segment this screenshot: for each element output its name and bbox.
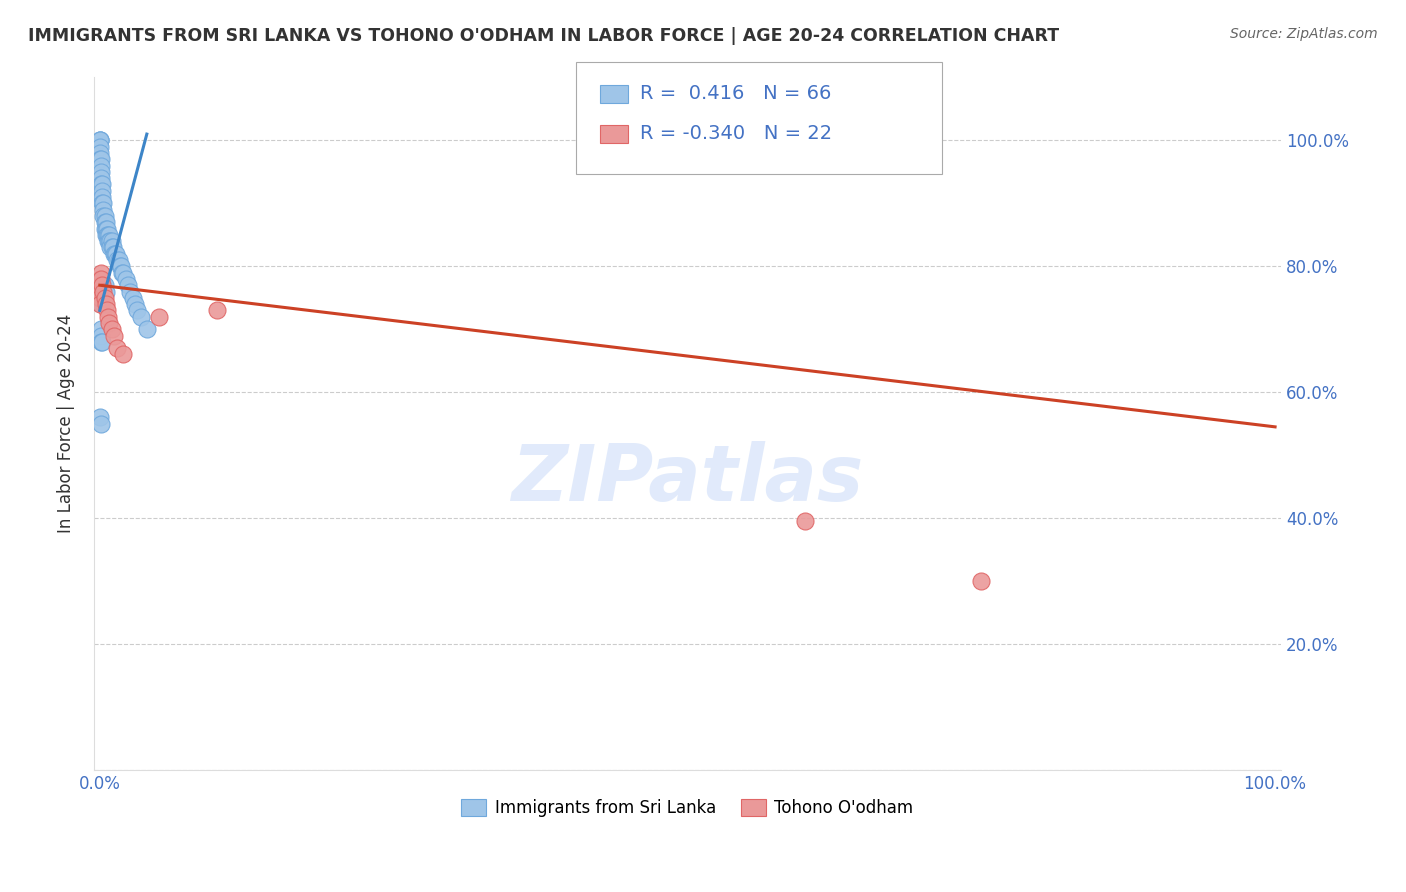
Text: IMMIGRANTS FROM SRI LANKA VS TOHONO O'ODHAM IN LABOR FORCE | AGE 20-24 CORRELATI: IMMIGRANTS FROM SRI LANKA VS TOHONO O'OD… bbox=[28, 27, 1059, 45]
Point bbox=[89, 410, 111, 425]
Point bbox=[90, 272, 112, 286]
Point bbox=[91, 278, 114, 293]
Point bbox=[91, 196, 114, 211]
Point bbox=[96, 227, 118, 242]
Point bbox=[97, 310, 120, 324]
Point bbox=[90, 266, 112, 280]
Point bbox=[135, 322, 157, 336]
Point bbox=[89, 153, 111, 167]
Point bbox=[114, 272, 136, 286]
Point bbox=[100, 240, 122, 254]
Point bbox=[91, 209, 114, 223]
Point bbox=[94, 221, 117, 235]
Point bbox=[970, 574, 993, 588]
Point bbox=[127, 303, 149, 318]
Point bbox=[93, 221, 115, 235]
Point bbox=[91, 278, 114, 293]
Text: R = -0.340   N = 22: R = -0.340 N = 22 bbox=[640, 124, 832, 144]
Point bbox=[90, 334, 112, 349]
Point bbox=[90, 322, 112, 336]
Text: Source: ZipAtlas.com: Source: ZipAtlas.com bbox=[1230, 27, 1378, 41]
Point bbox=[96, 303, 118, 318]
Point bbox=[100, 240, 122, 254]
Point bbox=[90, 291, 112, 305]
Point bbox=[89, 133, 111, 147]
Point bbox=[89, 291, 111, 305]
Point bbox=[101, 240, 124, 254]
Point bbox=[90, 297, 112, 311]
Point bbox=[94, 285, 117, 299]
Point bbox=[93, 209, 115, 223]
Point bbox=[90, 171, 112, 186]
Point bbox=[207, 303, 229, 318]
Point bbox=[105, 246, 128, 260]
Point bbox=[89, 291, 111, 305]
Point bbox=[111, 266, 134, 280]
Point bbox=[94, 215, 117, 229]
Point bbox=[89, 297, 111, 311]
Point bbox=[117, 278, 139, 293]
Point bbox=[91, 190, 114, 204]
Point bbox=[93, 291, 115, 305]
Point bbox=[98, 234, 121, 248]
Point bbox=[89, 146, 111, 161]
Point bbox=[100, 234, 122, 248]
Point bbox=[91, 202, 114, 217]
Legend: Immigrants from Sri Lanka, Tohono O'odham: Immigrants from Sri Lanka, Tohono O'odha… bbox=[454, 792, 920, 824]
Point bbox=[89, 285, 111, 299]
Point bbox=[129, 310, 152, 324]
Point bbox=[100, 234, 122, 248]
Point bbox=[94, 227, 117, 242]
Point bbox=[89, 133, 111, 147]
Point bbox=[110, 260, 132, 274]
Point bbox=[121, 291, 143, 305]
Y-axis label: In Labor Force | Age 20-24: In Labor Force | Age 20-24 bbox=[58, 314, 75, 533]
Point bbox=[100, 322, 122, 336]
Point bbox=[112, 266, 135, 280]
Point bbox=[93, 215, 115, 229]
Point bbox=[107, 253, 129, 268]
Point bbox=[108, 260, 131, 274]
Point bbox=[90, 153, 112, 167]
Point bbox=[148, 310, 170, 324]
Point bbox=[94, 297, 117, 311]
Point bbox=[124, 297, 146, 311]
Point bbox=[107, 253, 129, 268]
Text: ZIPatlas: ZIPatlas bbox=[512, 442, 863, 517]
Point bbox=[97, 234, 120, 248]
Point bbox=[98, 227, 121, 242]
Point bbox=[91, 285, 114, 299]
Point bbox=[90, 159, 112, 173]
Point bbox=[90, 328, 112, 343]
Point bbox=[104, 246, 127, 260]
Point bbox=[91, 278, 114, 293]
Point bbox=[93, 278, 115, 293]
Point bbox=[103, 246, 125, 260]
Point bbox=[91, 184, 114, 198]
Point bbox=[97, 227, 120, 242]
Point bbox=[90, 178, 112, 192]
Point bbox=[794, 514, 817, 528]
Point bbox=[91, 178, 114, 192]
Point bbox=[89, 272, 111, 286]
Point bbox=[107, 341, 129, 355]
Point bbox=[91, 334, 114, 349]
Point bbox=[91, 196, 114, 211]
Point bbox=[96, 221, 118, 235]
Point bbox=[120, 285, 142, 299]
Point bbox=[89, 285, 111, 299]
Point bbox=[90, 165, 112, 179]
Point bbox=[89, 278, 111, 293]
Text: R =  0.416   N = 66: R = 0.416 N = 66 bbox=[640, 84, 831, 103]
Point bbox=[89, 139, 111, 153]
Point bbox=[103, 328, 125, 343]
Point bbox=[89, 133, 111, 147]
Point bbox=[90, 417, 112, 431]
Point bbox=[112, 347, 135, 361]
Point bbox=[98, 316, 121, 330]
